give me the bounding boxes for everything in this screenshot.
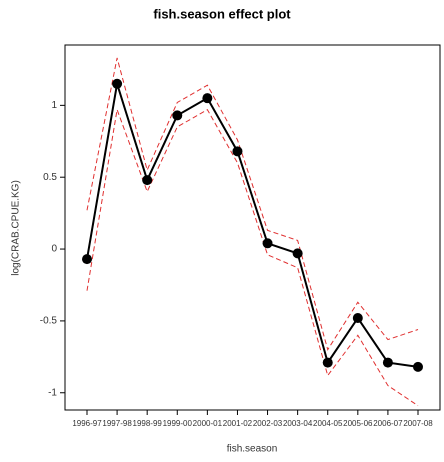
y-axis-title: log(CRAB.CPUE.KG)	[11, 180, 22, 276]
y-tick-label: 0.5	[43, 172, 57, 183]
point	[382, 357, 393, 368]
point	[202, 93, 213, 104]
chart-title: fish.season effect plot	[153, 6, 291, 21]
x-tick-label: 2000-01	[193, 419, 223, 428]
x-tick-label: 1998-99	[133, 419, 163, 428]
point	[262, 238, 273, 249]
x-tick-label: 1997-98	[102, 419, 132, 428]
x-tick-label: 1999-00	[163, 419, 193, 428]
confidence-line	[86, 57, 419, 351]
x-axis-title: fish.season	[227, 444, 278, 455]
x-tick-label: 2007-08	[403, 419, 433, 428]
point	[232, 146, 243, 157]
x-tick-label: 2005-06	[343, 419, 373, 428]
point	[142, 175, 153, 186]
plot-frame	[64, 44, 441, 411]
x-tick-label: 2002-03	[253, 419, 283, 428]
x-tick-label: 2004-05	[313, 419, 343, 428]
effect-line	[86, 83, 419, 368]
y-tick-label: -1	[48, 387, 57, 398]
y-tick-label: -0.5	[40, 316, 58, 327]
point	[322, 357, 333, 368]
x-tick-label: 2006-07	[373, 419, 403, 428]
y-tick-label: 1	[51, 100, 57, 111]
point	[112, 78, 123, 89]
point	[82, 254, 92, 265]
point	[352, 313, 363, 324]
y-tick-label: 0	[51, 244, 57, 255]
point	[413, 361, 423, 372]
point	[172, 110, 183, 121]
x-tick-label: 2001-02	[223, 419, 253, 428]
x-tick-label: 1996-97	[72, 419, 102, 428]
x-tick-label: 2003-04	[283, 419, 313, 428]
point	[292, 248, 303, 259]
confidence-line	[86, 107, 419, 407]
